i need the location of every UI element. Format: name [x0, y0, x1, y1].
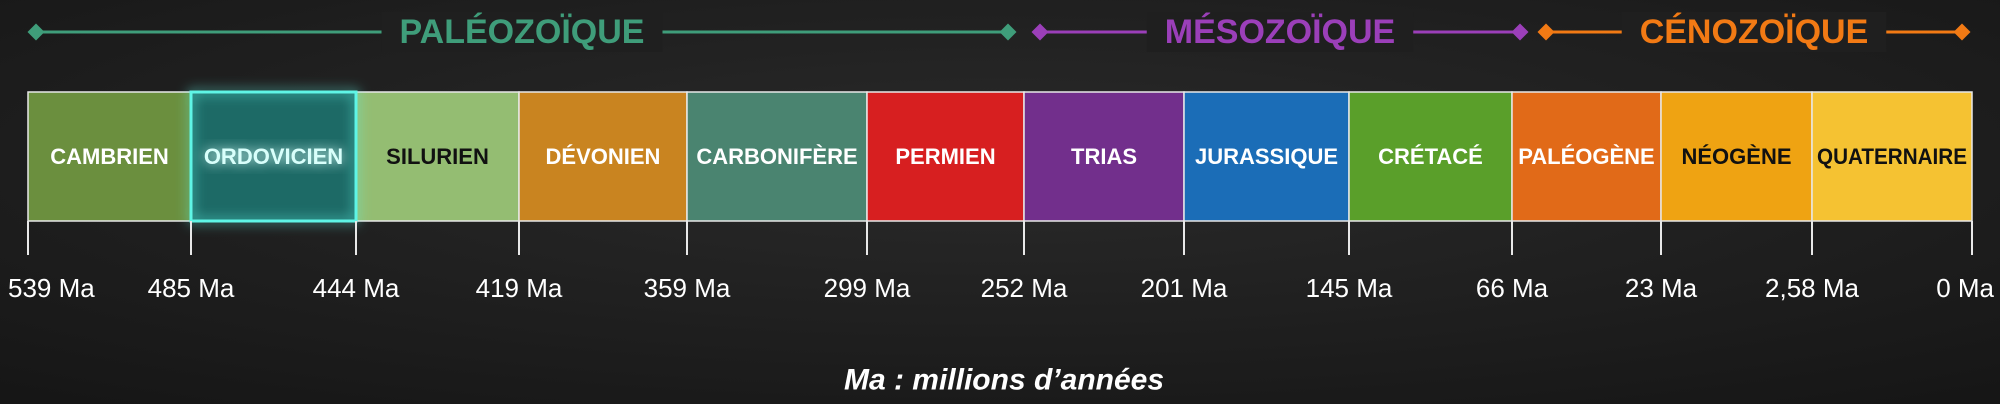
period-label: TRIAS	[1071, 144, 1137, 169]
period-label: CARBONIFÈRE	[696, 144, 857, 169]
boundary-label: 359 Ma	[644, 273, 731, 303]
boundary-label: 201 Ma	[1141, 273, 1228, 303]
boundary-label: 252 Ma	[981, 273, 1068, 303]
period-box	[355, 91, 520, 222]
era-label: PALÉOZOÏQUE	[400, 13, 645, 51]
period-box	[1183, 91, 1350, 222]
period-box	[866, 91, 1025, 222]
boundary-label: 485 Ma	[148, 273, 235, 303]
boundary-label: 66 Ma	[1476, 273, 1549, 303]
boundary-label: 299 Ma	[824, 273, 911, 303]
boundary-label: 23 Ma	[1625, 273, 1698, 303]
era-label-bg	[1146, 12, 1414, 52]
boundary-label: 2,58 Ma	[1765, 273, 1859, 303]
boundary-label: 539 Ma	[8, 273, 95, 303]
period-box	[1811, 91, 1973, 222]
period-box	[686, 91, 868, 222]
boundary-label: 444 Ma	[313, 273, 400, 303]
boundary-label: 419 Ma	[476, 273, 563, 303]
period-label: QUATERNAIRE	[1817, 144, 1967, 169]
period-label: ORDOVICIEN	[204, 144, 343, 169]
period-label: CAMBRIEN	[50, 144, 169, 169]
period-label: SILURIEN	[386, 144, 489, 169]
period-label: PERMIEN	[895, 144, 995, 169]
period-box	[1511, 91, 1662, 222]
period-box	[27, 91, 192, 222]
period-box	[518, 91, 688, 222]
era-label: MÉSOZOÏQUE	[1165, 13, 1395, 51]
period-label: CRÉTACÉ	[1378, 144, 1483, 169]
period-label: NÉOGÈNE	[1681, 144, 1791, 169]
era-label: CÉNOZOÏQUE	[1640, 13, 1869, 51]
era-label-bg	[1621, 12, 1887, 52]
period-label: DÉVONIEN	[546, 144, 661, 169]
boundary-label: 145 Ma	[1306, 273, 1393, 303]
era-label-bg	[381, 12, 663, 52]
boundary-label: 0 Ma	[1936, 273, 1994, 303]
era-end	[999, 23, 1017, 41]
highlight-frame	[189, 90, 358, 223]
period-box	[1348, 91, 1513, 222]
period-box	[1023, 91, 1185, 222]
period-label: JURASSIQUE	[1195, 144, 1338, 169]
period-label: PALÉOGÈNE	[1518, 144, 1655, 169]
footnote: Ma : millions d’années	[844, 364, 1164, 397]
period-box	[1660, 91, 1813, 222]
